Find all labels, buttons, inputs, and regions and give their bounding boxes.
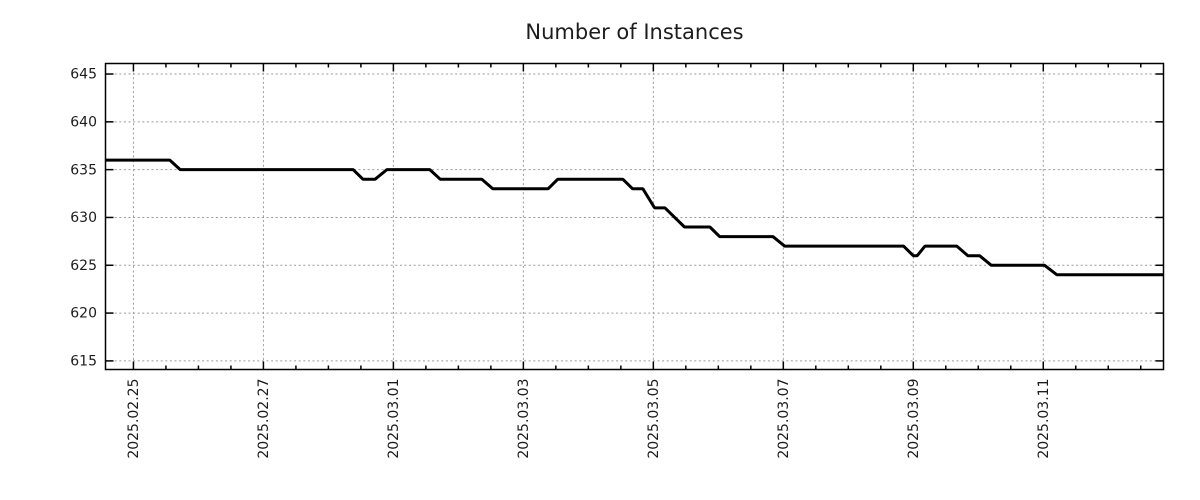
x-tick-label: 2025.02.25 [126, 379, 142, 459]
axis-label-layer: 615 620 625 630 635 640 645 2025.02.25 2025.02.2… [70, 67, 1052, 459]
y-tick-label: 625 [70, 258, 97, 274]
y-tick-label: 620 [70, 306, 97, 322]
x-tick-label: 2025.03.09 [906, 379, 922, 459]
x-tick-label: 2025.03.03 [516, 379, 532, 459]
y-tick-label: 635 [70, 162, 97, 178]
y-tick-label: 640 [70, 114, 97, 130]
x-tick-label: 2025.03.11 [1036, 379, 1052, 459]
x-tick-label: 2025.03.07 [776, 379, 792, 459]
x-tick-label: 2025.02.27 [256, 379, 272, 459]
axis-layer [104, 62, 1165, 371]
series-line-instances [105, 158, 1164, 277]
chart-title: Number of Instances [525, 20, 743, 44]
series-layer [105, 158, 1164, 277]
x-tick-label: 2025.03.01 [386, 379, 402, 459]
y-tick-label: 615 [70, 354, 97, 370]
y-tick-label: 645 [70, 67, 97, 83]
plot-border [104, 62, 1165, 371]
x-tick-label: 2025.03.05 [646, 379, 662, 459]
y-tick-label: 630 [70, 210, 97, 226]
grid-layer [105, 63, 1164, 370]
